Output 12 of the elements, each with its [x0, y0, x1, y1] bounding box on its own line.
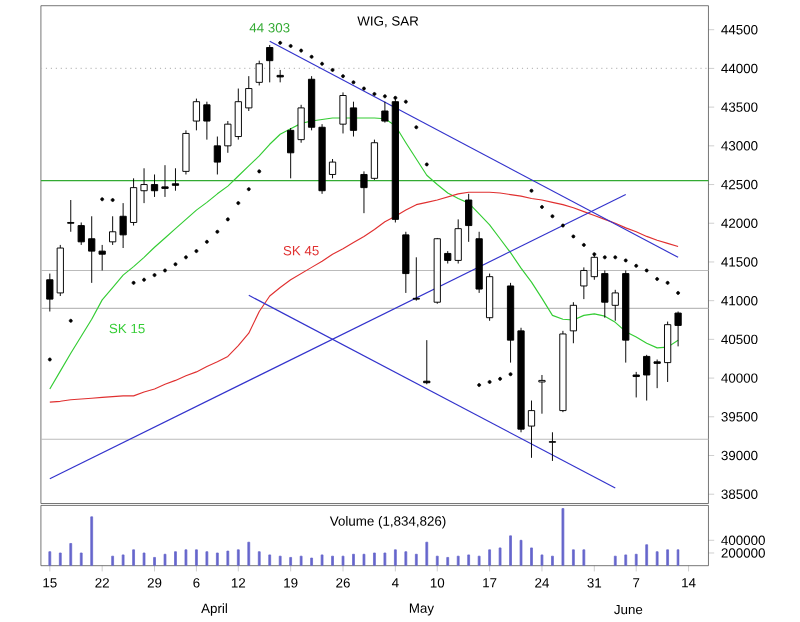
- candlestick: [465, 193, 473, 243]
- candlestick: [402, 231, 410, 294]
- candlestick: [182, 129, 190, 176]
- candlestick: [548, 431, 557, 462]
- candlestick: [266, 44, 274, 83]
- candlestick: [538, 374, 546, 415]
- candlestick: [67, 199, 75, 233]
- candlestick: [412, 256, 420, 302]
- candlestick: [423, 339, 431, 385]
- candlestick: [569, 301, 577, 344]
- candlestick: [255, 60, 263, 87]
- candlestick: [171, 167, 180, 192]
